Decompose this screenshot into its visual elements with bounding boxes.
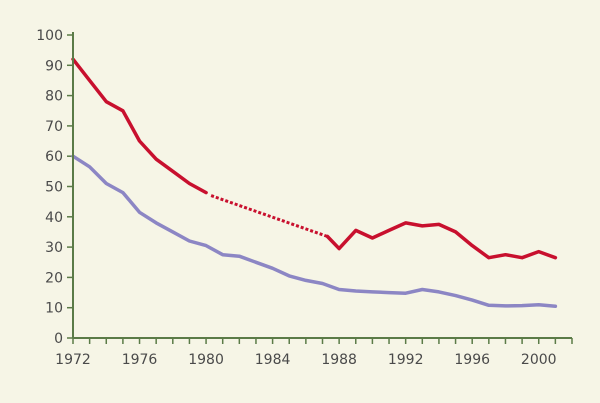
y-tick-label: 60 [45, 149, 63, 165]
series-1-segment-1 [71, 57, 208, 195]
y-tick-label: 80 [45, 89, 63, 105]
y-tick-label: 0 [54, 331, 63, 347]
series-2-segment-1 [71, 154, 558, 308]
y-tick-label: 20 [45, 270, 63, 286]
y-tick-label: 30 [45, 240, 63, 256]
y-tick-label: 50 [45, 180, 63, 196]
x-tick-label: 1972 [55, 352, 91, 368]
y-tick-label: 90 [45, 58, 63, 74]
y-tick-label: 10 [45, 301, 63, 317]
x-tick-label: 1984 [255, 352, 291, 368]
series-2-line [71, 154, 558, 308]
series-1-segment-3 [325, 221, 558, 260]
x-axis-ticks: 1972 1976 1980 1984 1988 1992 1996 2000 [55, 338, 573, 368]
x-tick-label: 1992 [388, 352, 424, 368]
y-tick-label: 70 [45, 119, 63, 135]
y-axis-ticks: 0 10 20 30 40 50 60 70 80 90 100 [36, 28, 73, 347]
x-tick-label: 1996 [454, 352, 490, 368]
series-layer [71, 57, 558, 308]
x-tick-label: 1988 [321, 352, 357, 368]
series-1-line [71, 57, 558, 260]
x-tick-label: 2000 [521, 352, 557, 368]
series-1-segment-2 [210, 194, 328, 238]
x-tick-label: 1980 [188, 352, 224, 368]
y-tick-label: 40 [45, 210, 63, 226]
y-tick-label: 100 [36, 28, 63, 44]
x-tick-label: 1976 [122, 352, 158, 368]
